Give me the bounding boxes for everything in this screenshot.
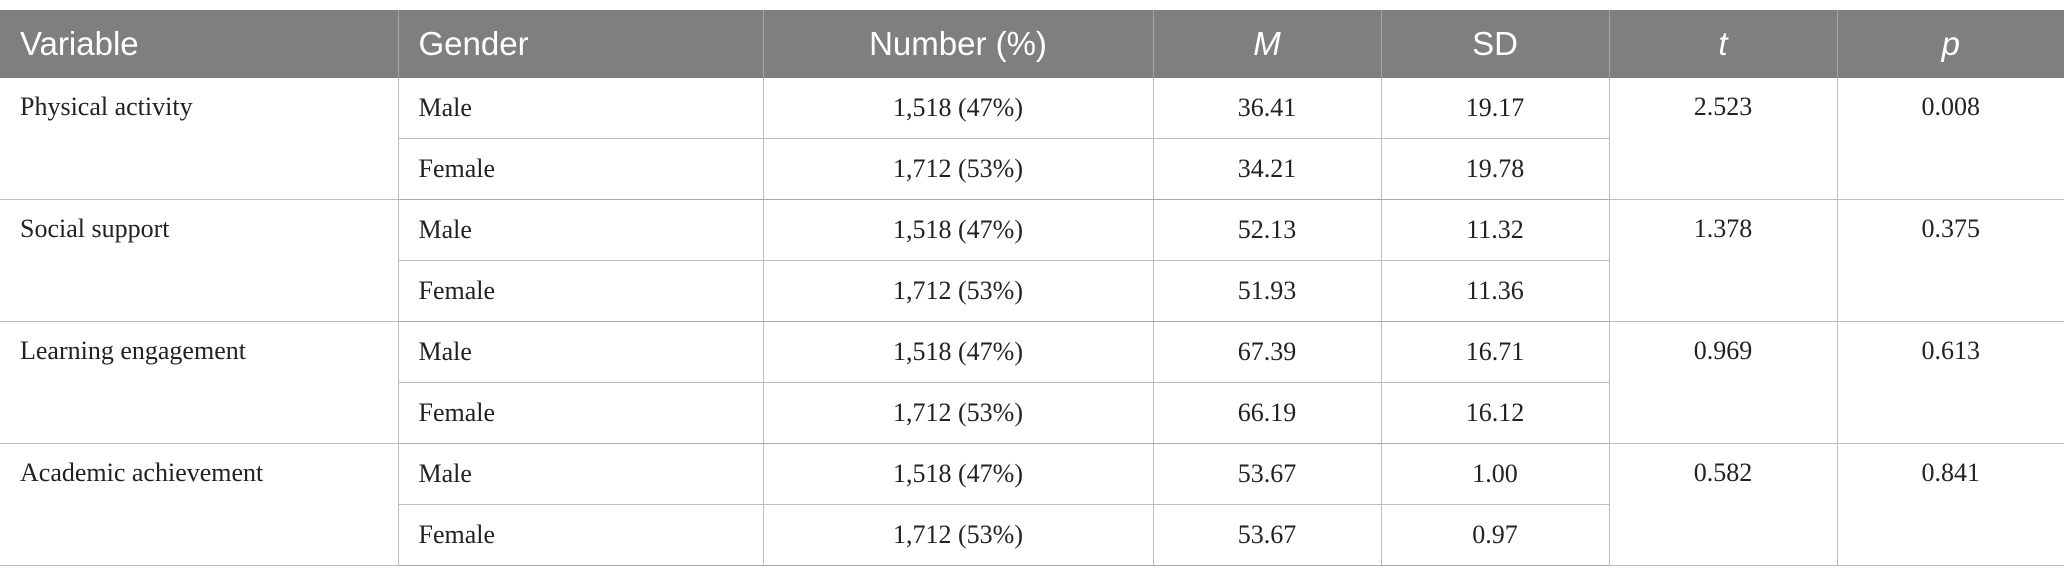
number-cell: 1,518 (47%) xyxy=(763,321,1154,383)
table-row: Academic achievement Male 1,518 (47%) 53… xyxy=(0,443,2064,566)
p-cell: 0.375 xyxy=(1837,199,2064,322)
gender-difference-table: Variable Gender Number (%) M SD t p Phys… xyxy=(0,10,2064,566)
header-number: Number (%) xyxy=(763,10,1154,78)
mean-cell: 67.39 xyxy=(1153,321,1382,383)
sd-cell: 19.78 xyxy=(1381,138,1610,200)
p-cell: 0.008 xyxy=(1837,78,2064,200)
p-cell: 0.841 xyxy=(1837,443,2064,566)
mean-cell: 52.13 xyxy=(1153,199,1382,261)
gender-cell: Male xyxy=(398,443,764,505)
gender-cell: Female xyxy=(398,504,764,566)
sd-cell: 19.17 xyxy=(1381,78,1610,139)
sd-cell: 16.71 xyxy=(1381,321,1610,383)
table-body: Physical activity Male 1,518 (47%) 36.41… xyxy=(0,78,2064,566)
header-variable: Variable xyxy=(0,10,399,78)
number-cell: 1,712 (53%) xyxy=(763,382,1154,444)
header-mean: M xyxy=(1153,10,1382,78)
header-gender: Gender xyxy=(398,10,764,78)
mean-cell: 66.19 xyxy=(1153,382,1382,444)
table-row: Female 1,712 (53%) 53.67 0.97 xyxy=(0,504,2064,566)
variable-cell: Social support xyxy=(0,199,399,322)
sd-cell: 11.32 xyxy=(1381,199,1610,261)
t-cell: 2.523 xyxy=(1609,78,1838,200)
number-cell: 1,518 (47%) xyxy=(763,78,1154,139)
gender-cell: Male xyxy=(398,199,764,261)
sd-cell: 0.97 xyxy=(1381,504,1610,566)
mean-cell: 36.41 xyxy=(1153,78,1382,139)
mean-cell: 53.67 xyxy=(1153,504,1382,566)
variable-cell: Physical activity xyxy=(0,78,399,200)
variable-cell: Learning engagement xyxy=(0,321,399,444)
mean-cell: 51.93 xyxy=(1153,260,1382,322)
table-row: Female 1,712 (53%) 66.19 16.12 xyxy=(0,382,2064,444)
p-cell: 0.613 xyxy=(1837,321,2064,444)
gender-cell: Female xyxy=(398,260,764,322)
t-cell: 0.969 xyxy=(1609,321,1838,444)
number-cell: 1,518 (47%) xyxy=(763,199,1154,261)
number-cell: 1,712 (53%) xyxy=(763,260,1154,322)
mean-cell: 34.21 xyxy=(1153,138,1382,200)
gender-cell: Female xyxy=(398,138,764,200)
number-cell: 1,712 (53%) xyxy=(763,138,1154,200)
gender-cell: Male xyxy=(398,78,764,139)
sd-cell: 11.36 xyxy=(1381,260,1610,322)
gender-cell: Female xyxy=(398,382,764,444)
number-cell: 1,712 (53%) xyxy=(763,504,1154,566)
table-header: Variable Gender Number (%) M SD t p xyxy=(0,10,2064,78)
table-row: Learning engagement Male 1,518 (47%) 67.… xyxy=(0,321,2064,444)
t-cell: 0.582 xyxy=(1609,443,1838,566)
sd-cell: 1.00 xyxy=(1381,443,1610,505)
gender-cell: Male xyxy=(398,321,764,383)
header-sd: SD xyxy=(1381,10,1610,78)
sd-cell: 16.12 xyxy=(1381,382,1610,444)
table-row: Physical activity Male 1,518 (47%) 36.41… xyxy=(0,78,2064,200)
table-row: Social support Male 1,518 (47%) 52.13 11… xyxy=(0,199,2064,322)
mean-cell: 53.67 xyxy=(1153,443,1382,505)
variable-cell: Academic achievement xyxy=(0,443,399,566)
header-t: t xyxy=(1609,10,1838,78)
header-p: p xyxy=(1837,10,2064,78)
table-row: Female 1,712 (53%) 51.93 11.36 xyxy=(0,260,2064,322)
table-row: Female 1,712 (53%) 34.21 19.78 xyxy=(0,138,2064,200)
header-row: Variable Gender Number (%) M SD t p xyxy=(0,10,2064,78)
number-cell: 1,518 (47%) xyxy=(763,443,1154,505)
t-cell: 1.378 xyxy=(1609,199,1838,322)
